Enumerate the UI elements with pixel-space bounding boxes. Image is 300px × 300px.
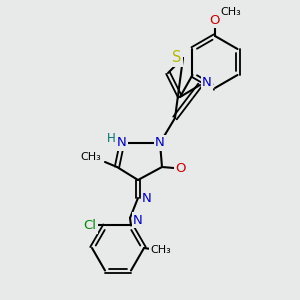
Text: N: N	[202, 76, 212, 89]
Text: O: O	[210, 14, 220, 26]
Text: N: N	[133, 214, 143, 226]
Text: S: S	[172, 50, 182, 65]
Text: N: N	[117, 136, 127, 149]
Text: O: O	[176, 163, 186, 176]
Text: CH₃: CH₃	[151, 245, 171, 255]
Text: CH₃: CH₃	[220, 7, 242, 17]
Text: CH₃: CH₃	[81, 152, 101, 162]
Text: N: N	[142, 191, 152, 205]
Text: H: H	[106, 133, 116, 146]
Text: N: N	[155, 136, 165, 149]
Text: Cl: Cl	[83, 219, 97, 232]
